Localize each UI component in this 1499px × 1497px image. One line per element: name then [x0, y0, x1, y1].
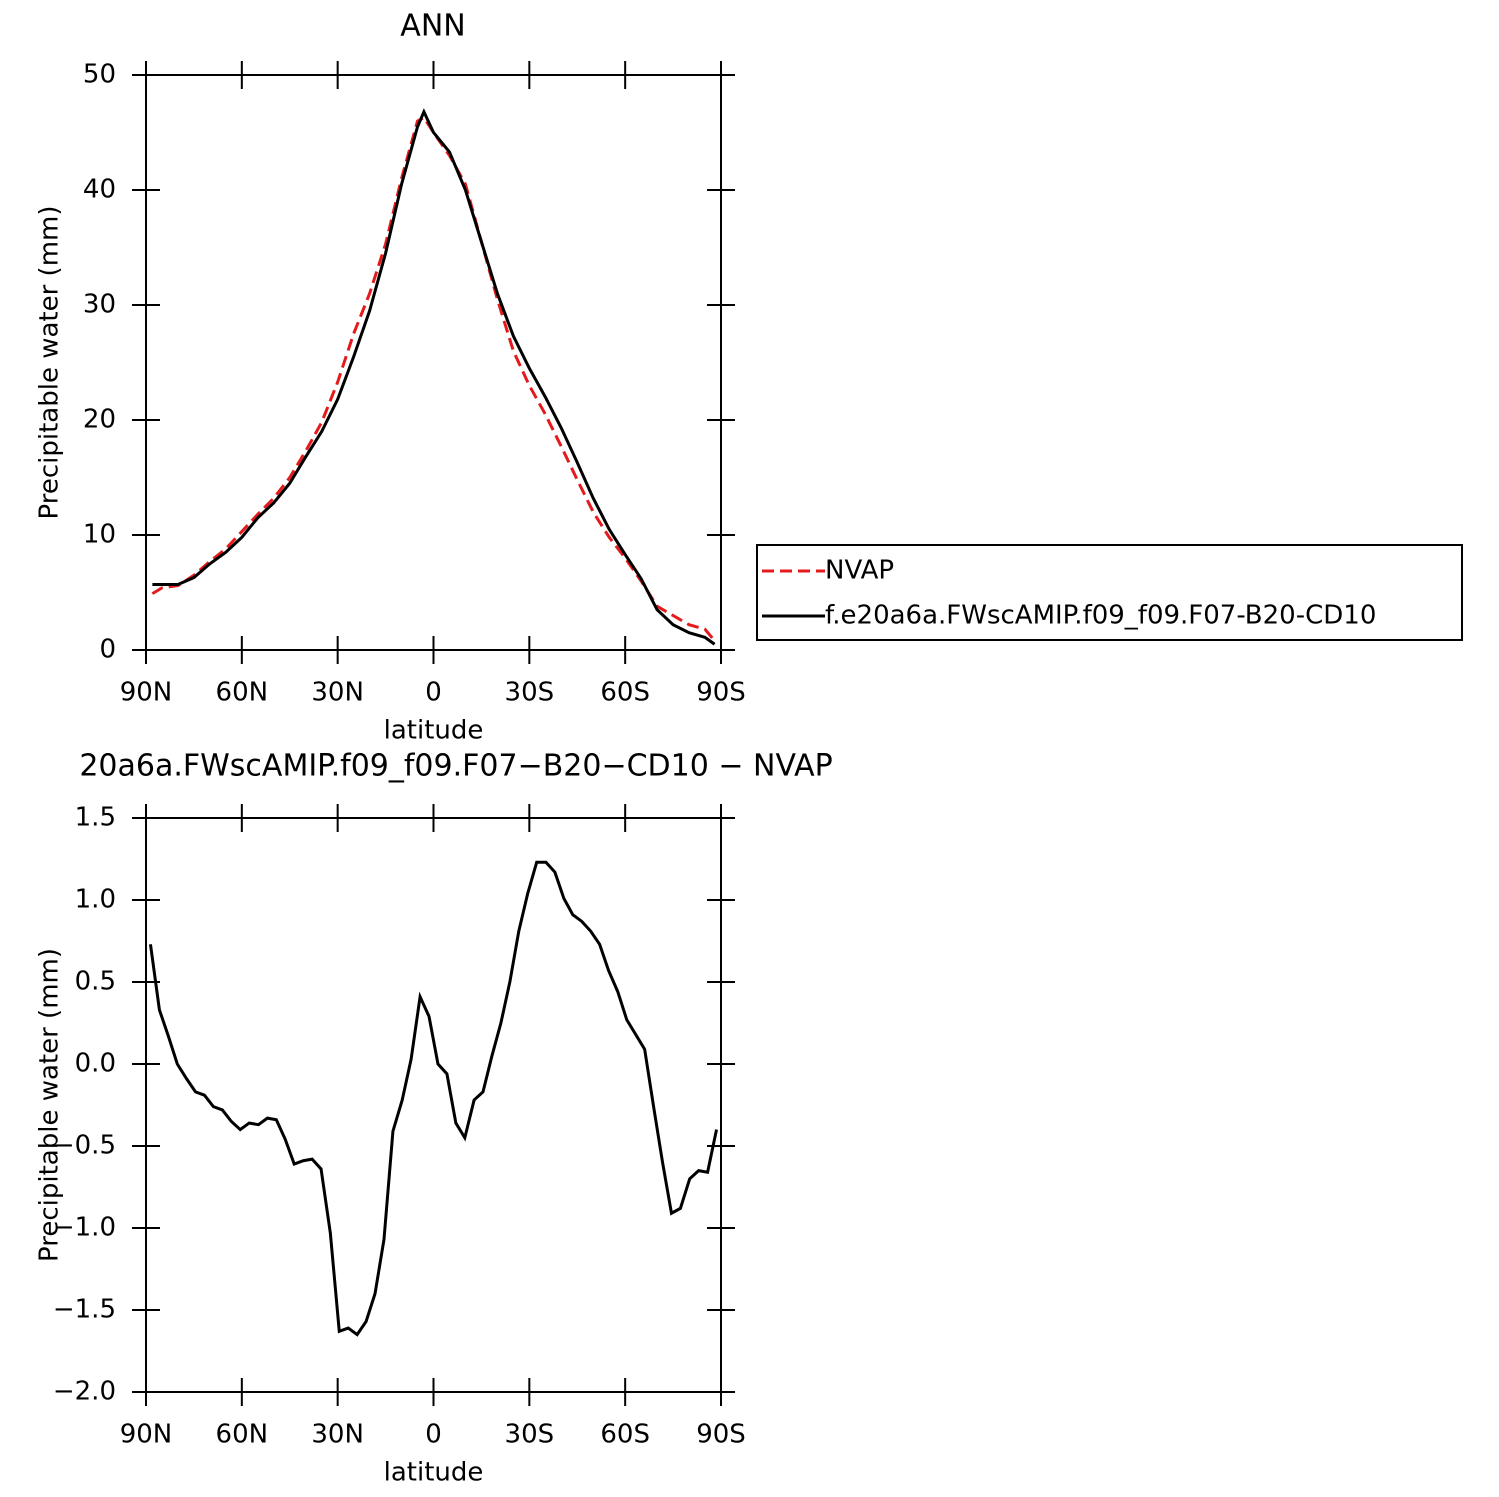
x-tick-label: 30N	[311, 678, 364, 708]
y-tick-label: 30	[83, 290, 116, 320]
y-tick-label: 1.0	[75, 885, 116, 915]
x-tick-label: 90S	[696, 678, 746, 708]
x-tick-label: 0	[425, 678, 442, 708]
y-tick-label: −1.0	[53, 1213, 116, 1243]
y-axis-label: Precipitable water (mm)	[35, 948, 65, 1262]
x-tick-label: 30S	[505, 1420, 555, 1450]
chart-title: 20a6a.FWscAMIP.f09_f09.F07−B20−CD10 − NV…	[79, 749, 832, 784]
y-tick-label: 10	[83, 520, 116, 550]
legend-box	[756, 544, 1463, 641]
y-tick-label: 1.5	[75, 803, 116, 833]
x-tick-label: 90S	[696, 1420, 746, 1450]
data-line	[148, 860, 718, 1337]
legend-label: f.e20a6a.FWscAMIP.f09_f09.F07-B20-CD10	[825, 601, 1376, 631]
y-tick-label: 40	[83, 175, 116, 205]
x-tick-label: 30N	[311, 1420, 364, 1450]
y-tick-label: 0.5	[75, 967, 116, 997]
y-tick-label: 20	[83, 405, 116, 435]
x-tick-label: 30S	[505, 678, 555, 708]
y-tick-label: −2.0	[53, 1377, 116, 1407]
x-tick-label: 90N	[120, 1420, 173, 1450]
y-tick-label: −1.5	[53, 1295, 116, 1325]
x-tick-label: 60S	[600, 678, 650, 708]
x-tick-label: 0	[425, 1420, 442, 1450]
legend-label: NVAP	[825, 556, 894, 586]
plot-frame	[145, 74, 722, 651]
y-tick-label: 0	[99, 635, 116, 665]
y-tick-label: 50	[83, 60, 116, 90]
x-tick-label: 60S	[600, 1420, 650, 1450]
y-tick-label: 0.0	[75, 1049, 116, 1079]
plot-frame	[145, 817, 722, 1393]
x-tick-label: 60N	[216, 1420, 269, 1450]
chart-title: ANN	[400, 9, 465, 44]
x-axis-label: latitude	[384, 1458, 484, 1488]
x-tick-label: 60N	[216, 678, 269, 708]
x-axis-label: latitude	[384, 716, 484, 746]
y-axis-label: Precipitable water (mm)	[35, 206, 65, 520]
data-line	[152, 108, 716, 646]
y-tick-label: −0.5	[53, 1131, 116, 1161]
x-tick-label: 90N	[120, 678, 173, 708]
